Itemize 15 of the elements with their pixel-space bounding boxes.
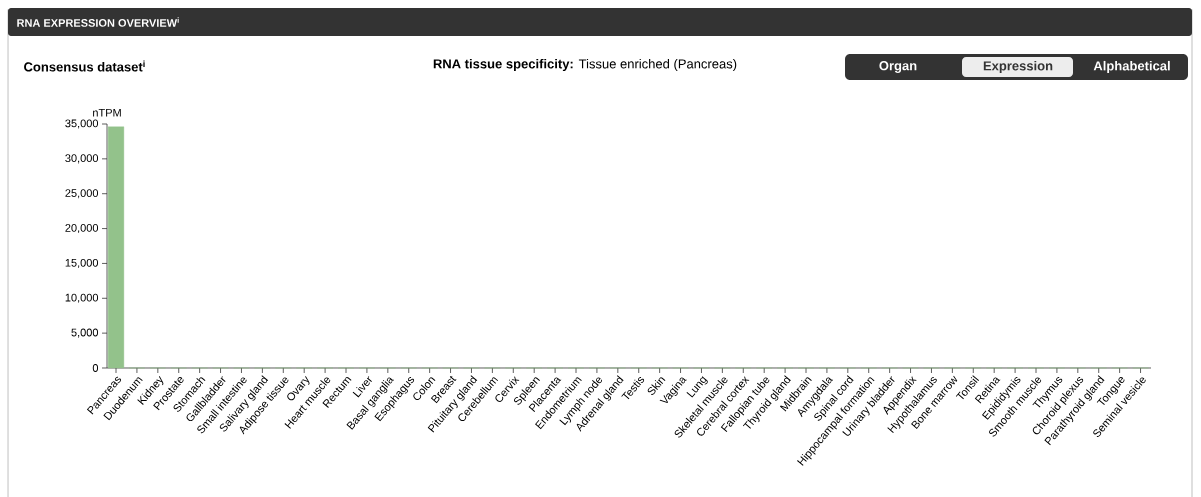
y-tick-label: 10,000 — [65, 293, 99, 303]
text: Alphabetical — [1093, 60, 1170, 74]
y-axis-title: nTPM — [93, 108, 121, 117]
y-tick-label: 25,000 — [65, 189, 99, 199]
y-tick-label: 15,000 — [65, 258, 99, 268]
y-tick-label: 5,000 — [71, 328, 99, 338]
y-tick-label: 20,000 — [65, 224, 99, 234]
y-tick-label: 0 — [92, 364, 99, 372]
text: Expression — [983, 60, 1053, 74]
y-tick-label: 30,000 — [65, 154, 99, 164]
y-tick-label: 35,000 — [65, 119, 99, 129]
chart-subtitle: Consensus dataset$^{i}$ — [24, 60, 145, 72]
text: RNA tissue specificity: Tissue enriched (Pancreas) — [433, 58, 737, 72]
text: Organ — [879, 61, 917, 73]
chart-title: RNA EXPRESSION OVERVIEW$^{i}$ — [17, 17, 179, 27]
